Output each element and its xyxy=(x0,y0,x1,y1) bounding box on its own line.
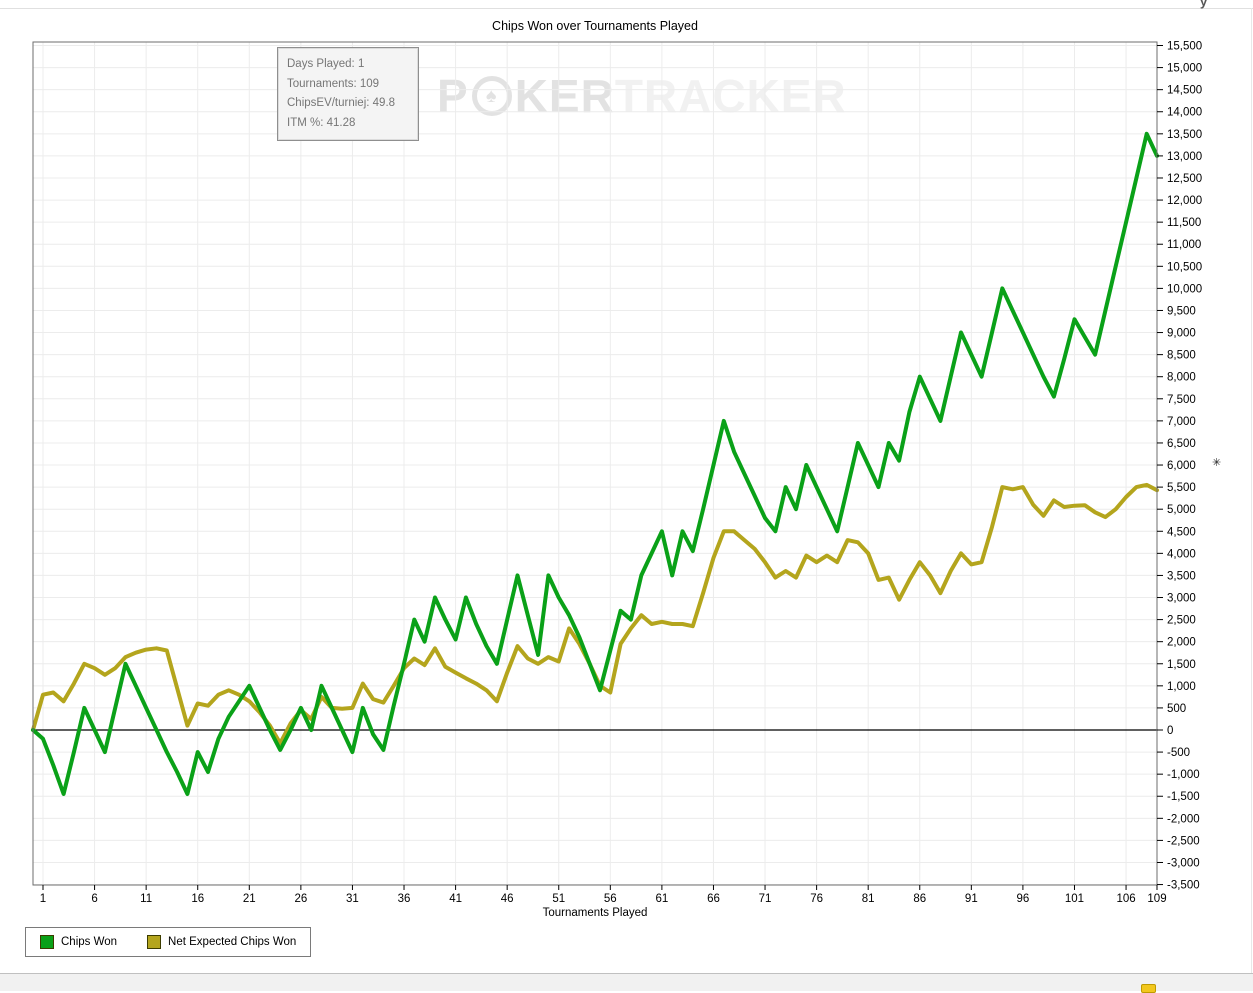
y-tick-label: 2,000 xyxy=(1167,637,1196,649)
chips-won-line xyxy=(31,131,1159,796)
status-bar-chip-icon[interactable] xyxy=(1141,984,1156,993)
y-tick-label: 3,000 xyxy=(1167,593,1196,605)
x-tick-label: 61 xyxy=(655,893,668,905)
y-tick-label: 9,000 xyxy=(1167,328,1196,340)
x-tick-label: 16 xyxy=(191,893,204,905)
x-tick-label: 31 xyxy=(346,893,359,905)
axis-marker-asterisk: ✳ xyxy=(1212,457,1222,469)
y-tick-label: -1,000 xyxy=(1167,769,1200,781)
x-tick-label: 91 xyxy=(965,893,978,905)
x-tick-label: 51 xyxy=(552,893,565,905)
poker-chip-icon: ♠ xyxy=(471,76,512,116)
status-bar xyxy=(0,973,1253,993)
y-tick-label: 9,500 xyxy=(1167,305,1196,317)
window-top-border xyxy=(0,8,1253,9)
x-tick-label: 26 xyxy=(294,893,307,905)
chips-won-swatch xyxy=(40,935,54,949)
y-tick-label: 13,500 xyxy=(1167,129,1202,141)
x-tick-label: 109 xyxy=(1147,893,1166,905)
y-tick-label: 11,500 xyxy=(1167,217,1201,229)
y-tick-label: 15,000 xyxy=(1167,63,1202,75)
y-tick-label: 5,000 xyxy=(1167,504,1196,516)
window-title-fragment: y xyxy=(1200,0,1208,9)
x-tick-label: 41 xyxy=(449,893,462,905)
y-tick-label: -1,500 xyxy=(1167,791,1200,803)
y-tick-label: 10,500 xyxy=(1167,261,1202,273)
x-axis-ticks: 1 6 11 16 21 26 31 36 41 46 51 56 61 66 71 76 81 86 91 96 10… xyxy=(40,885,1167,905)
x-gridlines xyxy=(42,42,1127,885)
y-tick-label: 6,500 xyxy=(1167,438,1196,450)
chart-title: Chips Won over Tournaments Played xyxy=(492,19,698,33)
y-tick-label: 4,000 xyxy=(1167,548,1196,560)
y-tick-label: -3,000 xyxy=(1167,857,1200,869)
y-tick-label: -500 xyxy=(1167,747,1190,759)
watermark-text-tracker: TRACKER xyxy=(614,70,847,122)
tooltip-tournaments: Tournaments: 109 xyxy=(287,77,380,90)
y-tick-label: 8,500 xyxy=(1167,350,1196,362)
x-tick-label: 101 xyxy=(1065,893,1084,905)
hover-tooltip: Days Played: 1 Tournaments: 109 ChipsEV/… xyxy=(277,47,419,141)
y-tick-label: 12,000 xyxy=(1167,195,1202,207)
watermark-text-ker: KER xyxy=(514,70,615,122)
y-tick-label: 500 xyxy=(1167,703,1186,715)
window-right-border xyxy=(1251,8,1252,973)
x-tick-label: 46 xyxy=(501,893,514,905)
x-tick-label: 11 xyxy=(140,893,152,905)
legend-item-chips-won[interactable]: Chips Won xyxy=(40,935,117,949)
y-tick-label: 5,500 xyxy=(1167,482,1196,494)
y-tick-label: -2,000 xyxy=(1167,813,1200,825)
net-expected-chips-won-line xyxy=(31,482,1159,746)
y-tick-label: 2,500 xyxy=(1167,615,1196,627)
y-tick-label: 10,000 xyxy=(1167,283,1202,295)
y-tick-label: -3,500 xyxy=(1167,880,1200,892)
y-tick-label: 6,000 xyxy=(1167,460,1196,472)
x-tick-label: 81 xyxy=(862,893,875,905)
y-tick-label: 4,500 xyxy=(1167,526,1196,538)
net-expected-swatch xyxy=(147,935,162,949)
y-tick-label: 8,000 xyxy=(1167,372,1196,384)
tooltip-days-played: Days Played: 1 xyxy=(287,58,365,70)
legend-item-net-expected[interactable]: Net Expected Chips Won xyxy=(147,935,296,949)
y-tick-label: 3,500 xyxy=(1167,570,1196,582)
y-tick-label: 0 xyxy=(1167,725,1173,737)
y-tick-label: 14,000 xyxy=(1167,107,1202,119)
pokertracker-watermark: P ♠ KER TRACKER xyxy=(437,68,847,124)
x-axis-title: Tournaments Played xyxy=(542,907,648,919)
x-tick-label: 76 xyxy=(810,893,823,905)
y-tick-label: 15,500 xyxy=(1167,41,1202,53)
legend-label-chips-won: Chips Won xyxy=(61,936,118,948)
y-tick-label: 7,000 xyxy=(1167,416,1196,428)
y-axis-ticks: -3,500 -3,000 -2,500 -2,000 -1,500 -1,000 -500… xyxy=(1157,41,1202,892)
x-tick-label: 66 xyxy=(707,893,720,905)
x-tick-label: 6 xyxy=(91,893,97,905)
y-tick-label: 7,500 xyxy=(1167,394,1196,406)
y-tick-label: -2,500 xyxy=(1167,835,1200,847)
tooltip-itm-pct: ITM %: 41.28 xyxy=(287,116,356,129)
x-tick-label: 1 xyxy=(40,893,46,905)
x-tick-label: 106 xyxy=(1116,893,1135,905)
tooltip-chips-ev: ChipsEV/turniej: 49.8 xyxy=(287,97,396,109)
x-tick-label: 56 xyxy=(604,893,617,905)
y-tick-label: 1,000 xyxy=(1167,681,1196,693)
y-tick-label: 1,500 xyxy=(1167,659,1196,671)
legend-box: Chips Won Net Expected Chips Won xyxy=(25,927,312,957)
x-tick-label: 86 xyxy=(913,893,926,905)
x-tick-label: 21 xyxy=(243,893,256,905)
x-tick-label: 36 xyxy=(398,893,411,905)
y-tick-label: 12,500 xyxy=(1167,173,1202,185)
y-tick-label: 14,500 xyxy=(1167,85,1202,97)
legend-label-net-expected: Net Expected Chips Won xyxy=(168,936,297,948)
watermark-text-p: P xyxy=(437,70,469,122)
x-tick-label: 96 xyxy=(1017,893,1030,905)
x-tick-label: 71 xyxy=(759,893,772,905)
y-tick-label: 13,000 xyxy=(1167,151,1202,163)
plot-border xyxy=(32,41,1158,886)
y-tick-label: 11,000 xyxy=(1167,239,1201,251)
